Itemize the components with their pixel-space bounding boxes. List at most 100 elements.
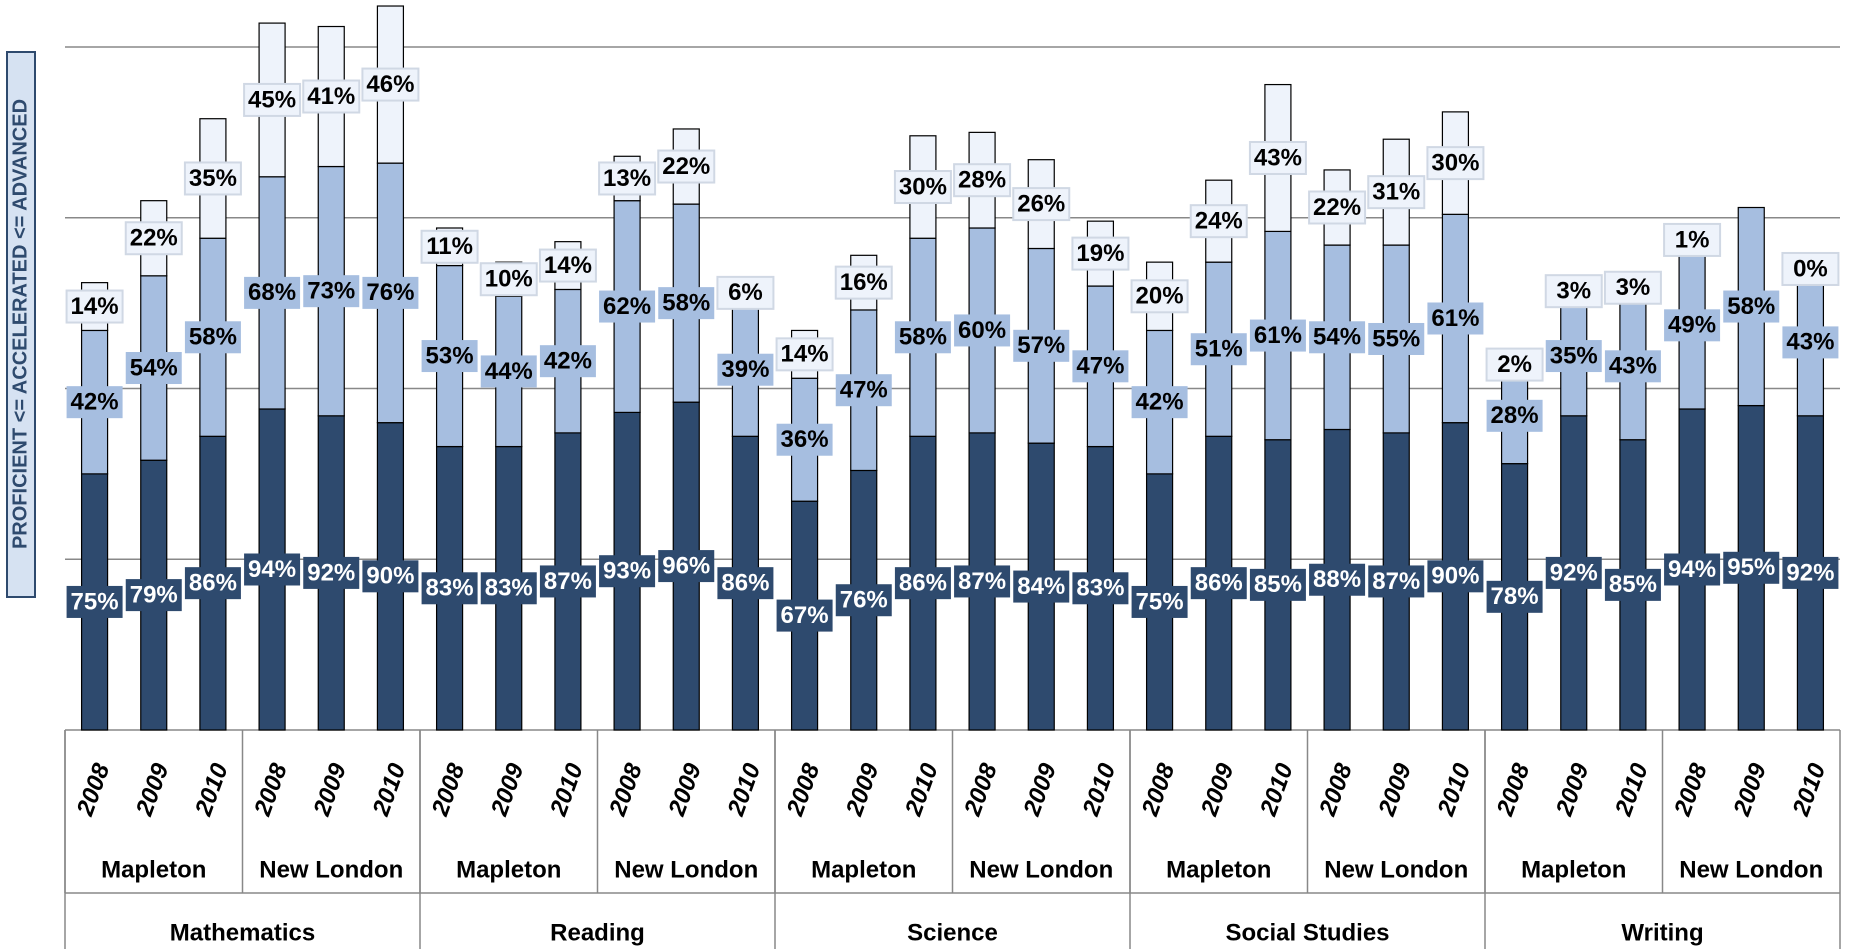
- value-label: 88%: [1313, 566, 1361, 593]
- value-label: 62%: [603, 293, 651, 320]
- x-tick-label: 2009: [1196, 759, 1240, 820]
- x-tick-label: 2009: [308, 759, 352, 820]
- value-label: 41%: [307, 83, 355, 110]
- value-label: 92%: [1550, 559, 1598, 586]
- value-label-box: [1427, 302, 1484, 335]
- value-label-box: [420, 229, 479, 264]
- value-label-box: [716, 275, 775, 310]
- value-label: 73%: [307, 278, 355, 305]
- x-tick-label: 2010: [1787, 759, 1831, 820]
- value-label: 45%: [248, 86, 296, 113]
- value-label-box: [954, 314, 1011, 347]
- value-label: 54%: [130, 354, 178, 381]
- value-label: 54%: [1313, 324, 1361, 351]
- group-label: New London: [614, 856, 758, 883]
- value-label-box: [1308, 190, 1367, 225]
- value-label-box: [303, 275, 360, 308]
- value-label-box: [658, 287, 715, 320]
- value-label-box: [1782, 326, 1839, 359]
- value-label: 22%: [1313, 194, 1361, 221]
- value-label: 94%: [1668, 556, 1716, 583]
- value-label-box: [125, 579, 182, 612]
- value-label: 75%: [71, 588, 119, 615]
- value-label: 60%: [958, 317, 1006, 344]
- value-label-box: [658, 550, 715, 583]
- value-label-box: [1072, 350, 1129, 383]
- value-label-box: [479, 262, 538, 297]
- x-tick-label: 2009: [1551, 759, 1595, 820]
- value-label-box: [1604, 568, 1661, 601]
- x-tick-label: 2010: [1255, 759, 1299, 820]
- value-label-box: [1604, 350, 1661, 383]
- value-label-box: [1071, 236, 1130, 271]
- value-label-box: [184, 321, 241, 354]
- value-label: 30%: [899, 173, 947, 200]
- value-label-box: [657, 149, 716, 184]
- value-label: 42%: [544, 348, 592, 375]
- value-label: 39%: [721, 356, 769, 383]
- x-tick-label: 2008: [1669, 759, 1713, 820]
- x-tick-label: 2008: [426, 759, 470, 820]
- value-label-box: [362, 560, 419, 593]
- value-label: 86%: [899, 569, 947, 596]
- group-label: Mapleton: [811, 856, 916, 883]
- group-label: New London: [259, 856, 403, 883]
- value-label: 44%: [485, 358, 533, 385]
- y-axis-label: PROFICIENT <= ACCELERATED <= ADVANCED: [9, 99, 31, 549]
- value-label: 30%: [1431, 149, 1479, 176]
- value-label: 42%: [1136, 389, 1184, 416]
- value-label: 31%: [1372, 178, 1420, 205]
- value-label-box: [1782, 556, 1839, 589]
- value-label: 22%: [662, 153, 710, 180]
- value-label: 43%: [1786, 329, 1834, 356]
- x-tick-label: 2009: [1018, 759, 1062, 820]
- value-label-box: [65, 289, 124, 324]
- value-label-box: [835, 374, 892, 407]
- value-label-box: [1249, 568, 1306, 601]
- value-label: 95%: [1727, 554, 1775, 581]
- value-label-box: [1664, 553, 1721, 586]
- value-label: 84%: [1017, 573, 1065, 600]
- value-label: 47%: [1076, 353, 1124, 380]
- value-label: 58%: [899, 324, 947, 351]
- value-label: 35%: [189, 165, 237, 192]
- value-label-box: [66, 585, 123, 618]
- value-label: 14%: [71, 293, 119, 320]
- value-label-box: [125, 352, 182, 385]
- value-label-box: [1485, 347, 1544, 382]
- value-label-box: [1012, 187, 1071, 222]
- x-tick-label: 2008: [959, 759, 1003, 820]
- value-label: 19%: [1076, 240, 1124, 267]
- x-tick-label: 2008: [1491, 759, 1535, 820]
- value-label-box: [1368, 322, 1425, 355]
- value-label-box: [1426, 146, 1485, 181]
- value-label: 6%: [728, 279, 763, 306]
- value-label: 94%: [248, 556, 296, 583]
- value-label: 35%: [1550, 342, 1598, 369]
- value-label-box: [893, 170, 952, 205]
- value-label-box: [244, 276, 301, 309]
- group-label: Mapleton: [1166, 856, 1271, 883]
- x-tick-label: 2010: [1432, 759, 1476, 820]
- value-label: 42%: [71, 389, 119, 416]
- value-label-box: [183, 161, 242, 196]
- value-label-box: [1723, 551, 1780, 584]
- value-label-box: [598, 161, 657, 196]
- value-label: 22%: [130, 225, 178, 252]
- value-label-box: [953, 163, 1012, 198]
- x-tick-label: 2010: [367, 759, 411, 820]
- value-label-box: [1309, 563, 1366, 596]
- group-label: New London: [969, 856, 1113, 883]
- value-label-box: [244, 553, 301, 586]
- x-tick-label: 2008: [781, 759, 825, 820]
- x-tick-label: 2008: [249, 759, 293, 820]
- value-label-box: [1190, 567, 1247, 600]
- value-label-box: [775, 337, 834, 372]
- value-label: 49%: [1668, 312, 1716, 339]
- value-label: 3%: [1556, 278, 1591, 305]
- x-tick-label: 2009: [1728, 759, 1772, 820]
- value-label-box: [539, 565, 596, 598]
- value-label-box: [303, 556, 360, 589]
- value-label-box: [954, 565, 1011, 598]
- value-label: 87%: [1372, 568, 1420, 595]
